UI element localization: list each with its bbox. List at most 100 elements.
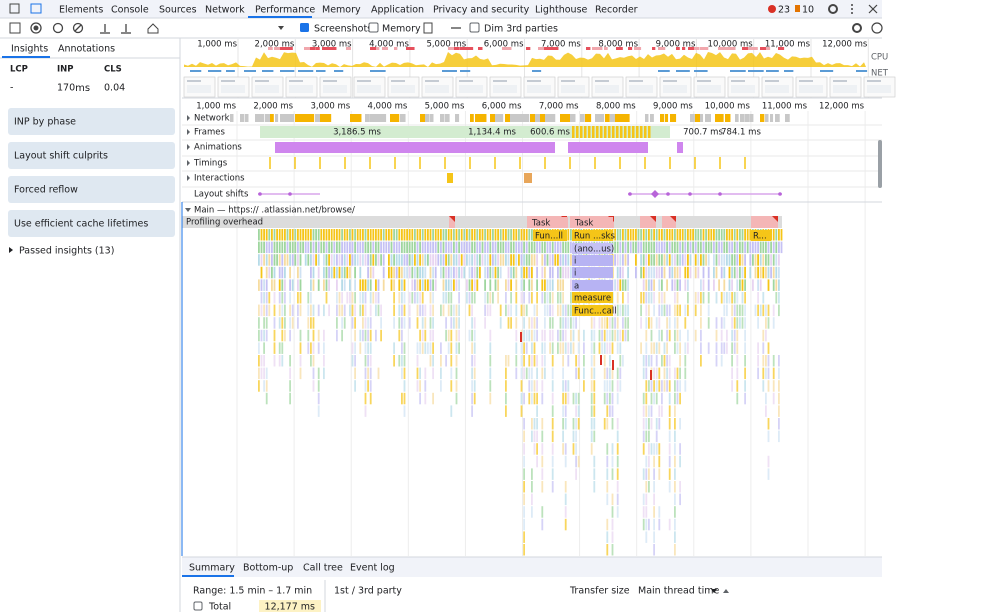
panel-tab[interactable]: Memory [322,5,361,16]
track-expander[interactable] [187,115,190,121]
flame-call-label[interactable]: Task [574,219,593,229]
flame-call-label[interactable]: (ano...us) [574,245,614,255]
sidebar-tab[interactable]: Annotations [58,44,115,55]
bottom-tab[interactable]: Summary [189,563,235,574]
flame-entry [273,304,276,317]
overview-tick-label: 6,000 ms [484,40,524,50]
bottom-tab[interactable]: Event log [350,563,395,574]
panel-tab[interactable]: Lighthouse [535,5,588,16]
flame-entry [369,380,372,392]
column-header[interactable]: Transfer size [569,586,630,597]
column-header[interactable]: 1st / 3rd party [334,586,402,597]
track-expander[interactable] [187,160,190,166]
flame-entry [765,266,767,279]
track-label[interactable]: Animations [194,143,242,153]
flame-entry [645,254,648,266]
panel-tab[interactable]: Console [111,5,149,16]
sidebar-tab[interactable]: Insights [11,44,48,55]
dim-third-parties-toggle[interactable]: Dim 3rd parties [484,24,558,35]
track-label[interactable]: Network [194,114,230,124]
flame-call-label[interactable]: i [574,269,576,279]
insight-title[interactable]: Forced reflow [14,185,78,196]
flame-entry [697,292,700,304]
panel-tab[interactable]: Recorder [595,5,638,16]
flame-entry [780,229,783,241]
timeline-tick-label: 10,000 ms [705,102,751,112]
track-label[interactable]: Frames [194,128,225,138]
flame-call-label[interactable]: measure [574,294,611,304]
flame-entry [689,229,692,241]
flame-entry [523,304,525,317]
flame-call-label[interactable]: Func...call [574,307,617,317]
insight-title[interactable]: Use efficient cache lifetimes [14,219,148,230]
flame-entry [562,443,564,455]
flame-entry [533,392,536,405]
track-label[interactable]: Interactions [194,174,245,184]
passed-insights[interactable]: Passed insights (13) [19,246,114,257]
insight-title[interactable]: INP by phase [14,117,76,128]
flame-entry [645,329,648,342]
insight-title[interactable]: Layout shift culprits [14,151,108,162]
main-expander[interactable] [185,208,191,212]
error-count[interactable]: 23 [778,5,790,16]
track-expander[interactable] [187,175,190,181]
flame-entry [432,229,434,241]
flame-entry [603,355,606,367]
track-label[interactable]: Layout shifts [194,190,249,200]
track-expander[interactable] [187,129,190,135]
flame-call-label[interactable]: Fun...ll [535,232,563,242]
scrollbar [878,140,882,188]
warning-count[interactable]: 10 [802,5,814,16]
flame-call-label[interactable]: i [574,257,576,267]
flame-entry [260,304,263,317]
flame-entry [468,229,471,241]
settings-icon[interactable] [828,4,838,14]
flame-entry [520,380,523,392]
help-button[interactable] [871,22,883,34]
network-activity [208,70,222,72]
panel-tab[interactable]: Network [205,5,245,16]
bottom-tab[interactable]: Call tree [303,563,343,574]
flame-entry [544,266,546,279]
flame-call-label[interactable]: Task [531,219,550,229]
track-label[interactable]: Timings [193,159,228,169]
memory-toggle[interactable]: Memory [382,24,421,35]
flame-entry [484,304,486,317]
flame-entry [284,266,286,279]
flame-entry [375,292,377,304]
flame-entry [447,266,450,279]
flame-entry [265,241,268,254]
network-request [470,114,474,122]
panel-tab[interactable]: Sources [159,5,197,16]
panel-tab[interactable]: Elements [59,5,103,16]
column-header[interactable]: Main thread time [638,586,719,597]
flame-entry [754,254,757,266]
main-track-label[interactable]: Main — https:// .atlassian.net/browse/ [194,206,355,216]
record-button[interactable] [30,22,42,34]
panel-tab[interactable]: Application [371,5,424,16]
flame-call-label[interactable]: a [574,282,579,292]
flame-call-label[interactable]: Run ...sks [574,232,615,242]
screenshots-toggle[interactable]: Screenshots [314,24,372,35]
flame-entry [609,329,611,342]
flame-entry [369,229,372,241]
flame-entry [650,229,653,241]
flame-call-label[interactable]: R... [753,232,767,242]
menu-dot[interactable] [851,12,853,14]
panel-tab[interactable]: Privacy and security [433,5,530,16]
menu-dot[interactable] [851,8,853,10]
bottom-tab[interactable]: Bottom-up [243,563,293,574]
screenshot-content [425,80,439,82]
panel-tab[interactable]: Performance [255,5,315,16]
flame-entry [323,266,325,279]
menu-dot[interactable] [851,4,853,6]
clear-button[interactable] [72,22,84,34]
flame-entry [676,241,679,254]
flame-entry [447,292,450,304]
capture-settings[interactable] [852,23,862,33]
flame-entry [299,292,302,304]
flame-entry [434,254,437,266]
reload-button[interactable] [52,22,64,34]
frame-bar [600,126,603,138]
track-expander[interactable] [187,144,190,150]
